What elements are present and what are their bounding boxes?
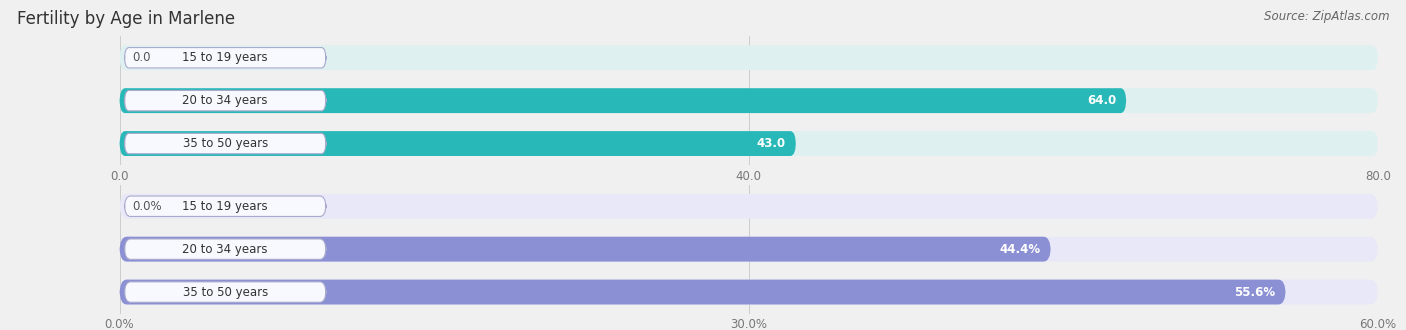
Text: 15 to 19 years: 15 to 19 years [183,51,269,64]
FancyBboxPatch shape [120,237,1378,262]
FancyBboxPatch shape [125,90,326,111]
Text: 20 to 34 years: 20 to 34 years [183,94,269,107]
FancyBboxPatch shape [125,133,326,154]
FancyBboxPatch shape [125,48,326,68]
Text: 55.6%: 55.6% [1234,285,1275,299]
FancyBboxPatch shape [120,280,1285,305]
Text: 35 to 50 years: 35 to 50 years [183,137,267,150]
FancyBboxPatch shape [120,237,1050,262]
FancyBboxPatch shape [125,239,326,259]
FancyBboxPatch shape [120,45,1378,70]
FancyBboxPatch shape [120,280,1378,305]
FancyBboxPatch shape [120,131,796,156]
Text: 0.0: 0.0 [132,51,150,64]
Text: 44.4%: 44.4% [1000,243,1040,256]
Text: 0.0%: 0.0% [132,200,162,213]
FancyBboxPatch shape [120,88,1378,113]
Text: 43.0: 43.0 [756,137,786,150]
Text: 20 to 34 years: 20 to 34 years [183,243,269,256]
FancyBboxPatch shape [120,194,1378,219]
Text: Source: ZipAtlas.com: Source: ZipAtlas.com [1264,10,1389,23]
Text: 64.0: 64.0 [1087,94,1116,107]
Text: 15 to 19 years: 15 to 19 years [183,200,269,213]
FancyBboxPatch shape [120,88,1126,113]
FancyBboxPatch shape [125,282,326,302]
Text: 35 to 50 years: 35 to 50 years [183,285,267,299]
FancyBboxPatch shape [125,196,326,216]
Text: Fertility by Age in Marlene: Fertility by Age in Marlene [17,10,235,28]
FancyBboxPatch shape [120,131,1378,156]
